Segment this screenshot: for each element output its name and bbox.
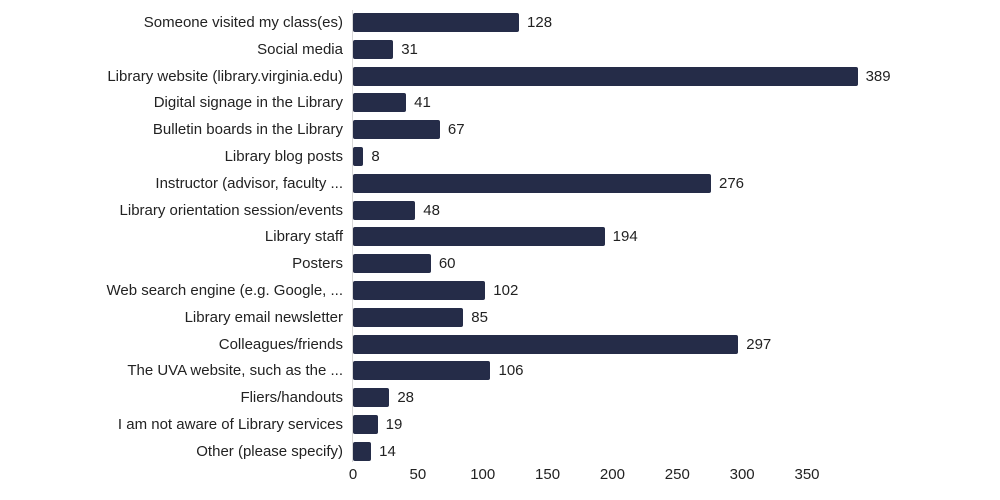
bar	[353, 147, 364, 166]
bar-row: Library blog posts 8	[0, 143, 1000, 170]
bar-row: Digital signage in the Library 41	[0, 89, 1000, 116]
category-label: Posters	[292, 255, 343, 273]
bar-row: The UVA website, such as the ... 106	[0, 357, 1000, 384]
x-tick-label: 250	[664, 466, 690, 483]
x-tick-label: 200	[599, 466, 625, 483]
category-label: Library staff	[264, 228, 343, 246]
x-tick-label: 150	[535, 466, 561, 483]
bar-row: Library staff 194	[0, 223, 1000, 250]
bar	[353, 388, 390, 408]
bar	[353, 415, 378, 434]
category-label: Library blog posts	[224, 148, 343, 165]
bar	[353, 361, 491, 381]
bar-row: Someone visited my class(es) 128	[0, 9, 1000, 36]
category-label: Web search engine (e.g. Google, ...	[106, 282, 343, 299]
x-tick-label: 0	[348, 466, 358, 483]
bar-row: Other (please specify) 14	[0, 438, 1000, 465]
x-tick-label: 350	[794, 466, 820, 483]
category-label: Instructor (advisor, faculty ...	[155, 174, 343, 192]
value-label: 8	[371, 148, 380, 165]
category-label: Library orientation session/events	[119, 201, 343, 219]
bar	[353, 200, 416, 220]
bar	[353, 66, 858, 86]
bar	[353, 120, 440, 140]
value-label: 19	[385, 416, 403, 433]
bar	[353, 254, 431, 274]
category-label: Social media	[257, 40, 343, 58]
bar	[353, 13, 520, 32]
category-label: Other (please specify)	[196, 442, 343, 460]
category-label: Fliers/handouts	[240, 389, 343, 407]
bar-row: Colleagues/friends 297	[0, 331, 1000, 358]
value-label: 48	[423, 201, 440, 219]
bar-row: Library orientation session/events 48	[0, 197, 1000, 224]
value-label: 14	[379, 442, 396, 460]
bar	[353, 281, 486, 300]
x-tick-label: 100	[470, 466, 496, 483]
value-label: 85	[471, 308, 488, 326]
bar-row: Bulletin boards in the Library 67	[0, 116, 1000, 143]
value-label: 194	[612, 228, 638, 246]
y-axis-line	[352, 10, 353, 462]
value-label: 60	[438, 255, 456, 273]
category-label: Colleagues/friends	[218, 335, 343, 353]
bar	[353, 307, 464, 327]
value-label: 389	[865, 67, 891, 85]
value-label: 106	[498, 362, 524, 380]
bar	[353, 334, 739, 354]
bar-row: Fliers/handouts 28	[0, 384, 1000, 411]
category-label: I am not aware of Library services	[117, 416, 343, 433]
value-label: 276	[719, 174, 745, 192]
bar	[353, 93, 407, 113]
value-label: 297	[746, 335, 772, 353]
bar-row: Library website (library.virginia.edu) 38…	[0, 63, 1000, 90]
value-label: 31	[401, 40, 418, 58]
bar	[353, 227, 605, 247]
bar-row: Posters 60	[0, 250, 1000, 277]
category-label: Bulletin boards in the Library	[152, 121, 343, 139]
category-label: Library website (library.virginia.edu)	[107, 67, 343, 85]
category-label: Digital signage in the Library	[153, 94, 343, 112]
category-label: The UVA website, such as the ...	[127, 362, 343, 380]
bar	[353, 39, 394, 59]
category-label: Someone visited my class(es)	[143, 14, 343, 31]
bar	[353, 173, 711, 193]
bar-row: I am not aware of Library services 19	[0, 411, 1000, 438]
value-label: 28	[397, 389, 414, 407]
value-label: 102	[493, 282, 519, 299]
bar-row: Social media 31	[0, 36, 1000, 63]
category-label: Library email newsletter	[184, 308, 343, 326]
value-label: 67	[447, 121, 465, 139]
bar-row: Web search engine (e.g. Google, ... 102	[0, 277, 1000, 304]
x-tick-label: 300	[729, 466, 755, 483]
x-tick-label: 50	[409, 466, 427, 483]
bar	[353, 441, 372, 461]
value-label: 128	[527, 14, 553, 31]
bar-row: Library email newsletter 85	[0, 304, 1000, 331]
value-label: 41	[414, 94, 431, 112]
bar-row: Instructor (advisor, faculty ... 276	[0, 170, 1000, 197]
